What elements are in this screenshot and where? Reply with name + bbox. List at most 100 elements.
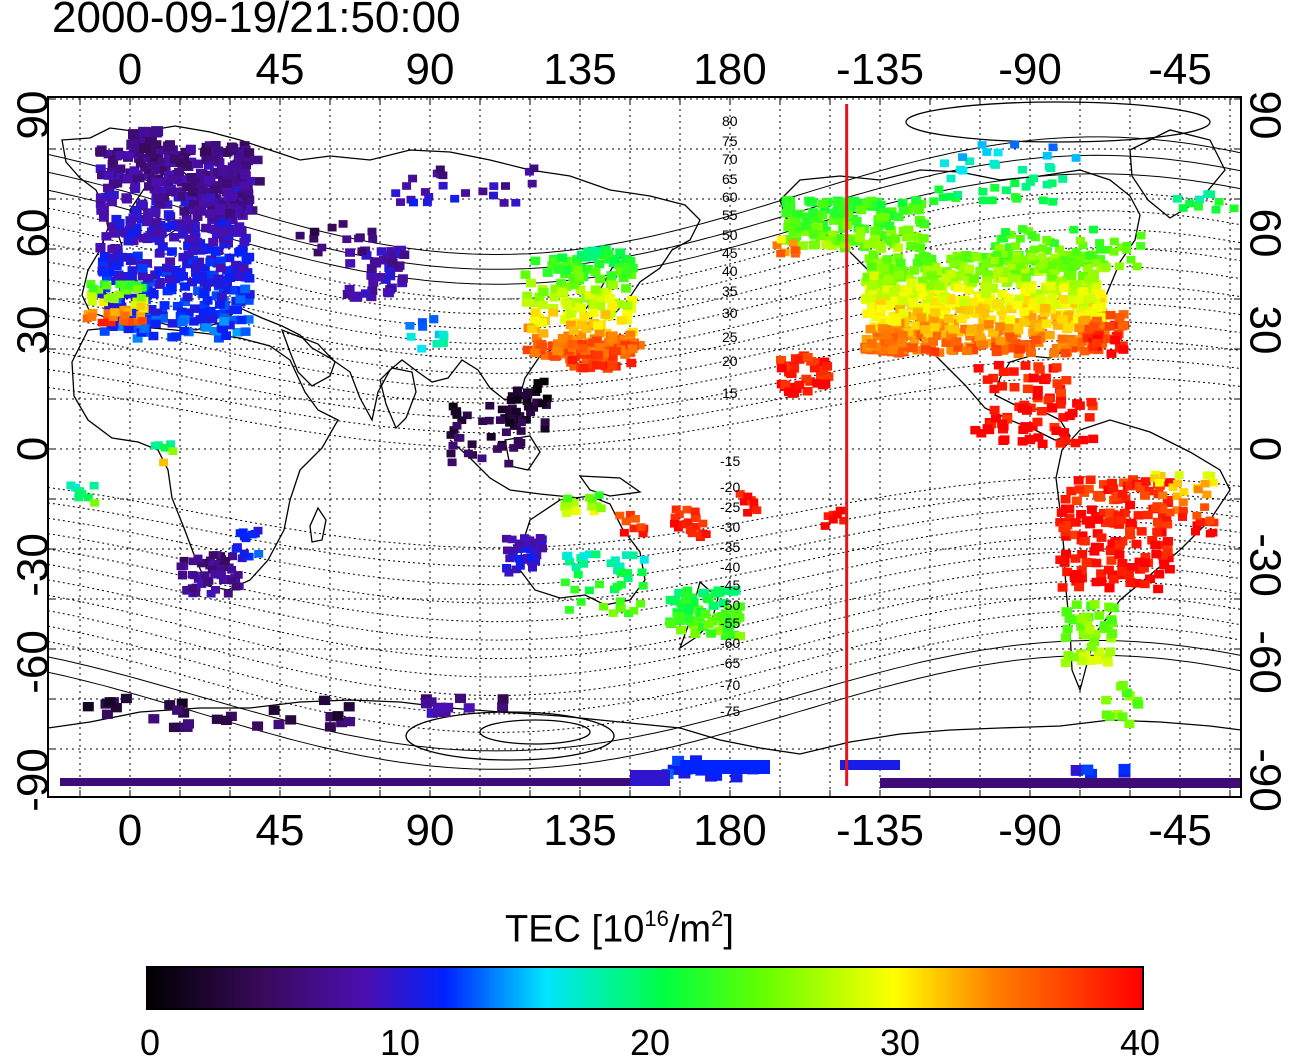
tec-cell bbox=[776, 249, 786, 258]
tec-cell bbox=[406, 333, 416, 341]
tec-cell bbox=[126, 218, 137, 227]
tec-cell bbox=[189, 228, 200, 237]
tec-cell bbox=[1125, 500, 1136, 510]
tec-cell bbox=[982, 375, 993, 384]
tec-cell bbox=[241, 161, 251, 170]
tec-cell bbox=[515, 540, 524, 548]
tec-cell bbox=[1009, 383, 1020, 392]
tec-cell bbox=[690, 507, 700, 516]
tec-cell bbox=[489, 182, 499, 190]
tec-cell bbox=[940, 159, 949, 168]
tec-cell bbox=[1085, 475, 1096, 484]
tec-cell bbox=[734, 602, 745, 611]
tec-cell bbox=[603, 255, 614, 264]
contour-label: 60 bbox=[722, 189, 738, 205]
tec-cell bbox=[1124, 719, 1135, 729]
tec-cell bbox=[516, 418, 526, 427]
tec-cell bbox=[96, 203, 107, 213]
tec-cell bbox=[243, 315, 254, 324]
tec-cell bbox=[181, 215, 192, 224]
tec-cell bbox=[901, 232, 912, 242]
contour-line bbox=[48, 210, 1241, 315]
tec-cell bbox=[1152, 527, 1162, 536]
tec-cell bbox=[342, 235, 352, 244]
tec-cell bbox=[216, 571, 226, 580]
tec-cell bbox=[438, 171, 448, 180]
tec-cell bbox=[151, 126, 164, 137]
tec-cell bbox=[999, 250, 1009, 258]
tec-cell bbox=[187, 246, 198, 256]
tec-cell bbox=[1109, 248, 1119, 256]
contour-line bbox=[48, 610, 1241, 715]
tec-cell bbox=[595, 302, 606, 311]
tec-cell bbox=[1069, 225, 1079, 234]
tec-cell bbox=[828, 515, 838, 524]
tec-cell bbox=[1078, 287, 1089, 296]
tec-cell bbox=[1159, 561, 1170, 570]
tec-cell bbox=[948, 325, 959, 334]
tec-cell bbox=[908, 298, 919, 308]
tec-cell bbox=[385, 251, 396, 260]
tec-cell bbox=[977, 141, 987, 149]
tec-cell bbox=[201, 223, 212, 233]
tec-cell bbox=[461, 189, 470, 197]
tec-cell bbox=[929, 197, 939, 206]
tec-cell bbox=[688, 598, 699, 607]
tec-cell bbox=[99, 327, 110, 336]
tec-cell bbox=[1082, 333, 1093, 343]
tec-cell bbox=[1013, 325, 1024, 335]
tec-cell bbox=[690, 629, 701, 638]
tec-cell bbox=[838, 206, 849, 216]
lat-label: -90 bbox=[1240, 748, 1289, 812]
tec-cell bbox=[195, 168, 206, 178]
colorbar-title-exp1: 16 bbox=[644, 906, 669, 931]
tec-cell bbox=[187, 277, 197, 287]
tec-cell bbox=[137, 317, 147, 325]
tec-cell bbox=[1089, 600, 1100, 609]
tec-cell bbox=[97, 318, 107, 327]
tec-cell bbox=[947, 331, 957, 341]
tec-cell bbox=[987, 196, 997, 205]
tec-cell bbox=[118, 317, 128, 325]
tec-cell bbox=[683, 614, 694, 623]
tec-cell bbox=[1136, 242, 1146, 250]
tec-cell bbox=[1151, 549, 1162, 559]
tec-cell bbox=[830, 208, 841, 217]
tec-cell bbox=[127, 308, 138, 318]
contour-label: 25 bbox=[722, 329, 738, 345]
tec-cell bbox=[157, 157, 168, 167]
tec-cell bbox=[1006, 304, 1017, 314]
tec-cell bbox=[88, 284, 98, 293]
tec-cell bbox=[1104, 602, 1115, 612]
tec-cell bbox=[563, 551, 573, 560]
tec-cell bbox=[218, 324, 228, 333]
tec-cell bbox=[595, 274, 606, 284]
tec-cell bbox=[224, 253, 235, 263]
tec-cell bbox=[718, 617, 729, 626]
tec-cell bbox=[219, 317, 230, 326]
tec-cell bbox=[540, 418, 550, 426]
tec-cell bbox=[1104, 322, 1115, 331]
tec-cell bbox=[1064, 513, 1075, 522]
tec-cell bbox=[606, 361, 617, 370]
tec-cell bbox=[526, 408, 536, 417]
tec-cell bbox=[1117, 566, 1128, 576]
tec-cell bbox=[1107, 629, 1118, 638]
lon-label: 45 bbox=[256, 806, 305, 855]
tec-cell bbox=[218, 167, 229, 177]
tec-cell bbox=[820, 226, 831, 235]
tec-cell bbox=[909, 336, 920, 345]
tec-cell bbox=[835, 506, 845, 515]
tec-cell bbox=[180, 297, 190, 307]
tec-cell bbox=[137, 199, 148, 209]
tec-cell bbox=[1044, 163, 1054, 171]
colorbar-tick-label: 30 bbox=[880, 1022, 920, 1057]
contour-label: -65 bbox=[720, 655, 740, 671]
tec-cell bbox=[676, 599, 687, 608]
tec-cell bbox=[1071, 600, 1082, 609]
tec-cell bbox=[1019, 307, 1030, 316]
tec-cell bbox=[1005, 315, 1016, 324]
tec-cell bbox=[992, 299, 1003, 309]
tec-cell bbox=[776, 235, 786, 244]
tec-cell bbox=[166, 187, 177, 197]
